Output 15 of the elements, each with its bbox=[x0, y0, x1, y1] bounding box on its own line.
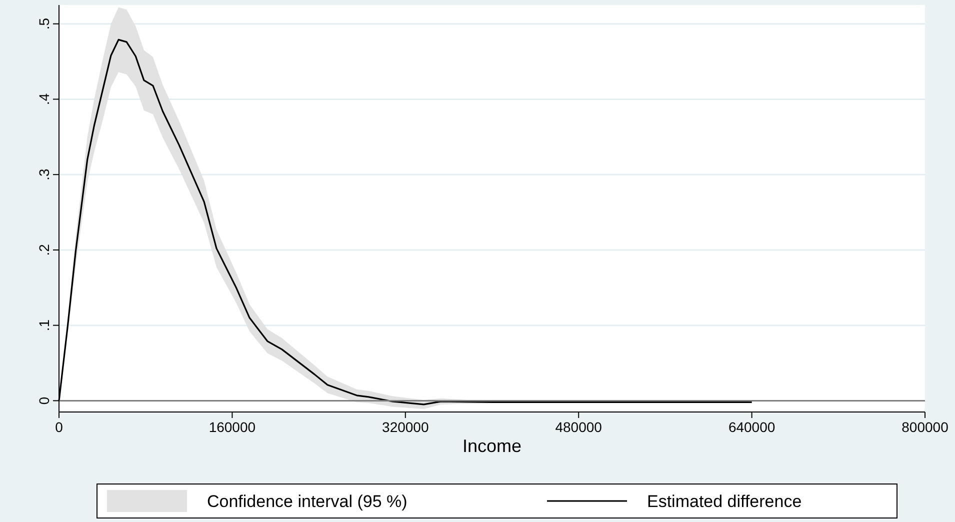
x-tick-label: 160000 bbox=[208, 419, 256, 435]
x-tick-label: 320000 bbox=[382, 419, 429, 435]
y-tick-label: .2 bbox=[36, 244, 52, 256]
legend-label: Estimated difference bbox=[647, 492, 802, 511]
y-tick-label: .1 bbox=[36, 319, 52, 332]
x-axis-title: Income bbox=[462, 436, 522, 456]
y-tick-label: .4 bbox=[36, 93, 52, 106]
text: Confidence interval (95 %) bbox=[207, 492, 408, 511]
x-tick-label: 800000 bbox=[902, 419, 949, 435]
x-tick-label: 640000 bbox=[728, 419, 776, 435]
y-tick-label: .5 bbox=[36, 18, 52, 30]
y-tick-label: .3 bbox=[36, 168, 52, 180]
x-tick-label: 480000 bbox=[555, 419, 602, 435]
x-tick-label: 0 bbox=[55, 419, 64, 435]
y-tick-label: 0 bbox=[36, 396, 52, 405]
